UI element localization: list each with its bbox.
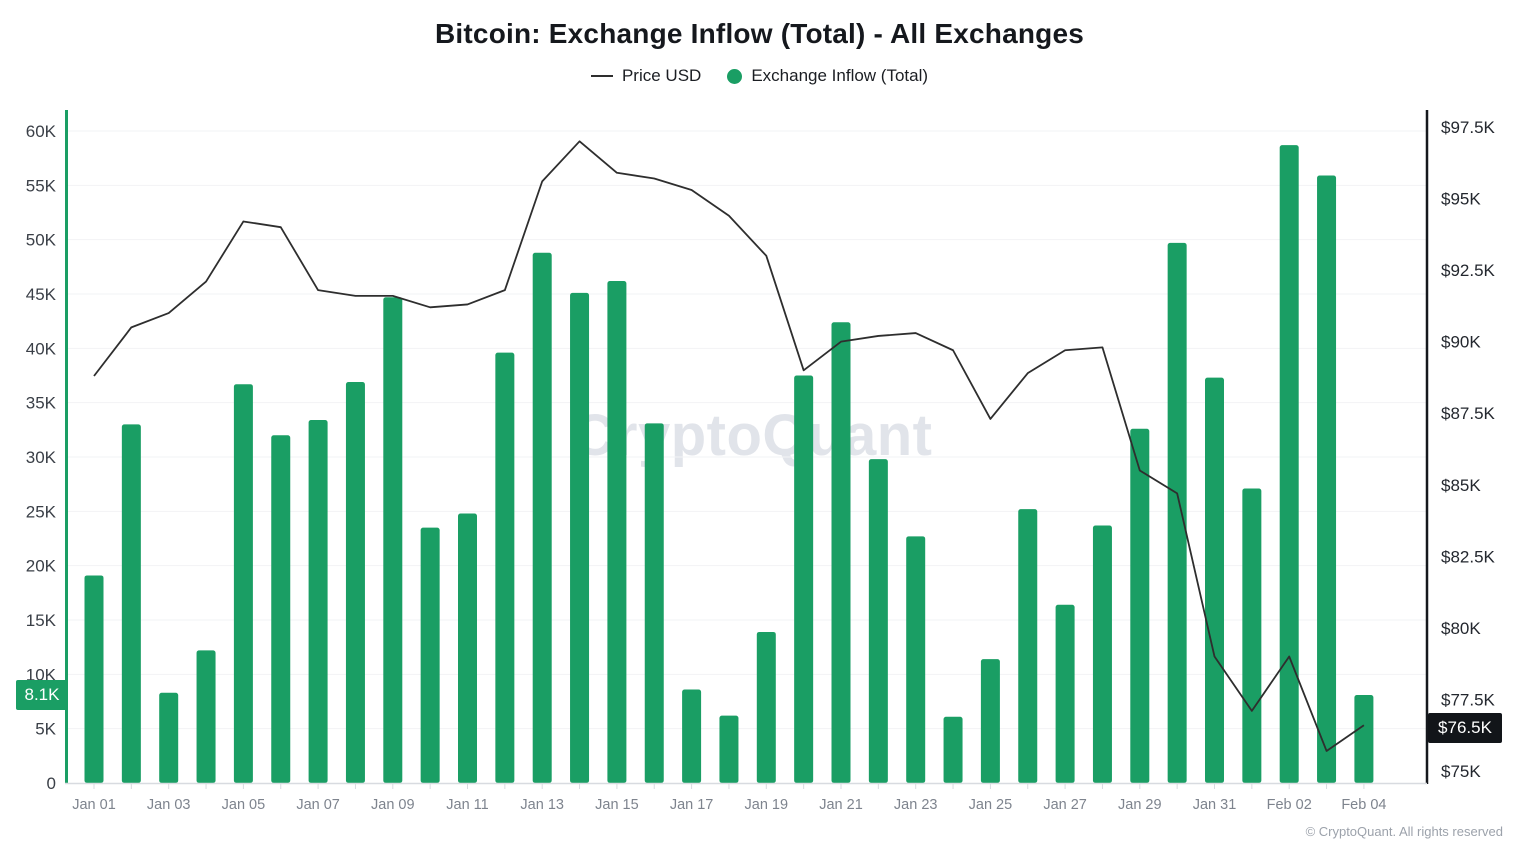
left-axis-tick-label: 20K bbox=[26, 557, 57, 576]
legend-exchange-inflow-label: Exchange Inflow (Total) bbox=[751, 66, 929, 85]
inflow-bar-jan-10[interactable] bbox=[420, 527, 440, 783]
inflow-bar-jan-16[interactable] bbox=[644, 423, 664, 783]
x-axis-label: Jan 01 bbox=[72, 797, 116, 813]
inflow-current-badge: 8.1K bbox=[16, 679, 68, 710]
left-axis-tick-label: 25K bbox=[26, 502, 57, 521]
left-axis-tick-label: 5K bbox=[35, 720, 56, 739]
inflow-bar-jan-20[interactable] bbox=[794, 375, 814, 784]
right-axis-tick-label: $95K bbox=[1441, 190, 1481, 209]
x-axis-label: Jan 31 bbox=[1193, 797, 1237, 813]
right-axis-tick-label: $77.5K bbox=[1441, 690, 1496, 709]
left-axis-tick-label: 10K bbox=[26, 665, 57, 684]
inflow-bar-jan-28[interactable] bbox=[1092, 525, 1112, 783]
chart-legend: Price USD Exchange Inflow (Total) bbox=[0, 66, 1519, 86]
inflow-bar-jan-06[interactable] bbox=[271, 435, 291, 783]
x-axis-label: Jan 27 bbox=[1043, 797, 1087, 813]
inflow-bar-jan-19[interactable] bbox=[756, 631, 776, 783]
x-axis-label: Jan 29 bbox=[1118, 797, 1162, 813]
inflow-bar-jan-11[interactable] bbox=[458, 513, 477, 783]
right-axis-tick-label: $97.5K bbox=[1441, 118, 1496, 137]
inflow-bar-jan-07[interactable] bbox=[308, 420, 328, 783]
legend-item-price-usd[interactable]: Price USD bbox=[590, 66, 702, 86]
left-axis-tick-label: 35K bbox=[26, 394, 57, 413]
inflow-bar-jan-05[interactable] bbox=[233, 384, 253, 783]
left-axis-tick-label: 40K bbox=[26, 339, 57, 358]
right-axis-tick-label: $75K bbox=[1441, 762, 1481, 781]
left-axis-tick-label: 45K bbox=[26, 285, 57, 304]
inflow-bar-jan-22[interactable] bbox=[868, 459, 888, 783]
legend-price-usd-label: Price USD bbox=[621, 66, 702, 85]
inflow-bar-jan-15[interactable] bbox=[607, 280, 627, 783]
legend-item-exchange-inflow[interactable]: Exchange Inflow (Total) bbox=[727, 66, 928, 86]
copyright-footer: © CryptoQuant. All rights reserved bbox=[1305, 824, 1503, 839]
x-axis-label: Jan 19 bbox=[745, 797, 789, 813]
x-axis-label: Jan 11 bbox=[446, 797, 488, 813]
price-current-badge: $76.5K bbox=[1428, 713, 1502, 744]
inflow-bar-jan-21[interactable] bbox=[831, 322, 851, 783]
inflow-bar-jan-30[interactable] bbox=[1167, 242, 1187, 784]
inflow-bar-jan-26[interactable] bbox=[1018, 509, 1038, 783]
x-axis-label: Jan 13 bbox=[520, 797, 564, 813]
inflow-bar-jan-25[interactable] bbox=[980, 659, 1000, 783]
inflow-bar-jan-24[interactable] bbox=[943, 716, 963, 783]
inflow-bar-jan-01[interactable] bbox=[84, 575, 104, 783]
x-axis-label: Jan 07 bbox=[296, 797, 340, 813]
inflow-bar-feb-01[interactable] bbox=[1242, 488, 1262, 783]
x-axis-label: Jan 15 bbox=[595, 797, 639, 813]
price-line-marker-icon bbox=[590, 75, 613, 77]
chart-title: Bitcoin: Exchange Inflow (Total) - All E… bbox=[435, 18, 1084, 49]
right-axis-tick-label: $82.5K bbox=[1441, 547, 1496, 566]
x-axis-label: Jan 17 bbox=[670, 797, 714, 813]
left-axis-tick-label: 60K bbox=[26, 122, 57, 141]
x-axis-label: Jan 09 bbox=[371, 797, 415, 813]
x-axis-label: Jan 25 bbox=[969, 797, 1013, 813]
inflow-bar-feb-03[interactable] bbox=[1317, 175, 1337, 783]
inflow-bar-jan-18[interactable] bbox=[719, 715, 739, 783]
x-axis-label: Feb 02 bbox=[1267, 797, 1312, 813]
right-axis-tick-label: $90K bbox=[1441, 333, 1481, 352]
x-axis-label: Jan 23 bbox=[894, 797, 938, 813]
left-axis-tick-label: 50K bbox=[26, 231, 57, 250]
inflow-bar-feb-04[interactable] bbox=[1354, 694, 1374, 783]
inflow-bar-jan-27[interactable] bbox=[1055, 604, 1075, 783]
right-axis-tick-label: $80K bbox=[1441, 619, 1481, 638]
x-axis-label: Feb 04 bbox=[1341, 797, 1386, 813]
right-axis-tick-label: $87.5K bbox=[1441, 404, 1496, 423]
x-axis-label: Jan 21 bbox=[819, 797, 863, 813]
inflow-bar-jan-13[interactable] bbox=[532, 252, 552, 783]
inflow-bar-jan-04[interactable] bbox=[196, 650, 216, 783]
price-line[interactable] bbox=[93, 140, 1365, 752]
inflow-bar-jan-29[interactable] bbox=[1130, 428, 1150, 783]
inflow-bar-jan-02[interactable] bbox=[121, 424, 141, 783]
x-axis-label: Jan 03 bbox=[147, 797, 191, 813]
inflow-bar-feb-02[interactable] bbox=[1279, 145, 1299, 784]
inflow-dot-marker-icon bbox=[727, 68, 743, 84]
inflow-bar-jan-03[interactable] bbox=[159, 692, 179, 783]
inflow-bar-jan-08[interactable] bbox=[345, 382, 365, 783]
left-axis-tick-label: 15K bbox=[26, 611, 57, 630]
left-axis-tick-label: 55K bbox=[26, 176, 57, 195]
inflow-bar-jan-09[interactable] bbox=[383, 297, 403, 783]
right-axis-tick-label: $85K bbox=[1441, 476, 1481, 495]
right-axis-tick-label: $92.5K bbox=[1441, 261, 1496, 280]
inflow-bar-jan-14[interactable] bbox=[570, 292, 590, 783]
inflow-bar-jan-31[interactable] bbox=[1205, 377, 1224, 783]
left-axis-tick-label: 0 bbox=[47, 774, 56, 793]
inflow-bar-jan-23[interactable] bbox=[906, 536, 926, 783]
inflow-bar-jan-12[interactable] bbox=[495, 352, 515, 783]
inflow-bar-jan-17[interactable] bbox=[682, 689, 702, 783]
x-axis-label: Jan 05 bbox=[222, 797, 266, 813]
left-axis-tick-label: 30K bbox=[26, 448, 57, 467]
